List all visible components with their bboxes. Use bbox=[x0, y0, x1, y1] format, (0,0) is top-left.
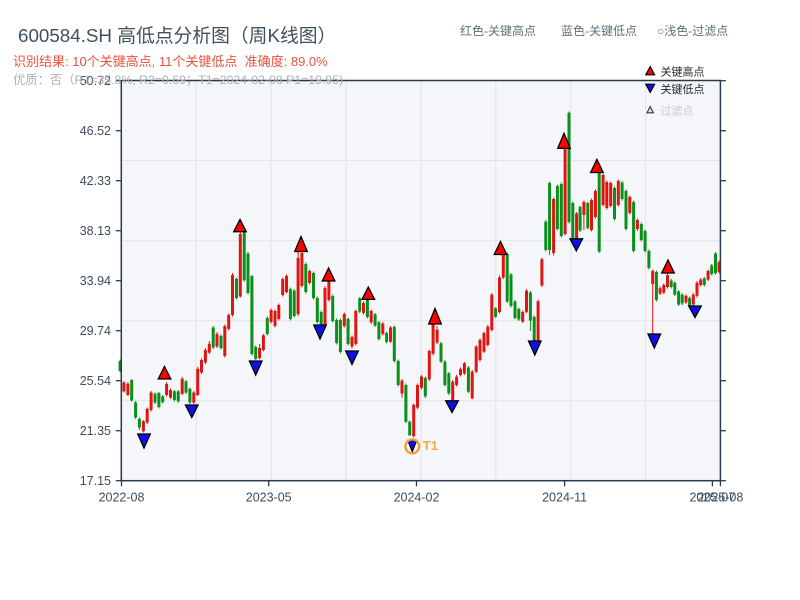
svg-text:38.13: 38.13 bbox=[80, 224, 111, 238]
svg-text:42.33: 42.33 bbox=[80, 174, 111, 188]
svg-text:2024-11: 2024-11 bbox=[542, 491, 587, 505]
svg-text:17.15: 17.15 bbox=[80, 474, 111, 488]
svg-text:25.54: 25.54 bbox=[80, 374, 111, 388]
svg-text:2025-08: 2025-08 bbox=[697, 491, 743, 505]
svg-text:46.52: 46.52 bbox=[80, 124, 111, 138]
svg-text:29.74: 29.74 bbox=[80, 324, 111, 338]
svg-text:2022-08: 2022-08 bbox=[99, 491, 145, 505]
svg-text:21.35: 21.35 bbox=[80, 424, 111, 438]
svg-text:2025-07: 2025-07 bbox=[689, 491, 735, 505]
svg-text:2024-02: 2024-02 bbox=[394, 491, 440, 505]
svg-text:关键高点: 关键高点 bbox=[661, 65, 705, 79]
svg-text:50.72: 50.72 bbox=[80, 74, 111, 88]
svg-text:过滤点: 过滤点 bbox=[661, 105, 694, 118]
svg-text:2023-05: 2023-05 bbox=[246, 491, 292, 505]
svg-text:T1: T1 bbox=[423, 438, 438, 453]
svg-text:关键低点: 关键低点 bbox=[661, 82, 705, 96]
svg-text:33.94: 33.94 bbox=[80, 274, 111, 288]
